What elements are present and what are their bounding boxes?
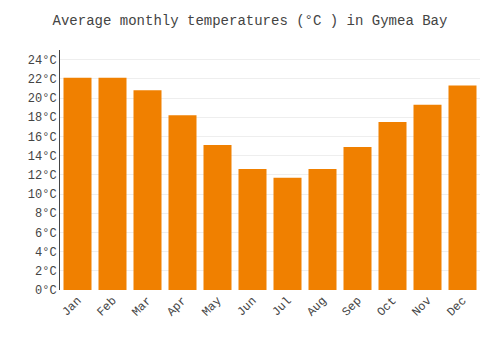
svg-text:Feb: Feb [94, 294, 119, 319]
svg-text:6°C: 6°C [35, 227, 57, 241]
svg-text:Nov: Nov [409, 294, 434, 319]
svg-text:18°C: 18°C [28, 111, 57, 125]
svg-text:Dec: Dec [444, 294, 469, 319]
svg-text:22°C: 22°C [28, 73, 57, 87]
svg-text:Oct: Oct [374, 294, 399, 319]
svg-text:Average monthly temperatures (: Average monthly temperatures (°C ) in Gy… [53, 13, 448, 29]
svg-text:Jan: Jan [59, 294, 84, 319]
svg-text:2°C: 2°C [35, 265, 57, 279]
svg-text:8°C: 8°C [35, 207, 57, 221]
svg-text:May: May [199, 294, 224, 319]
svg-text:Sep: Sep [339, 294, 364, 319]
svg-text:20°C: 20°C [28, 92, 57, 106]
svg-text:4°C: 4°C [35, 246, 57, 260]
svg-text:12°C: 12°C [28, 169, 57, 183]
svg-text:10°C: 10°C [28, 188, 57, 202]
svg-text:Apr: Apr [164, 294, 189, 319]
svg-text:24°C: 24°C [28, 54, 57, 68]
svg-text:Mar: Mar [129, 294, 154, 319]
svg-text:14°C: 14°C [28, 150, 57, 164]
svg-text:0°C: 0°C [35, 284, 57, 298]
svg-text:Aug: Aug [304, 294, 329, 319]
svg-text:16°C: 16°C [28, 131, 57, 145]
svg-text:Jul: Jul [269, 294, 294, 319]
svg-text:Jun: Jun [234, 294, 259, 319]
